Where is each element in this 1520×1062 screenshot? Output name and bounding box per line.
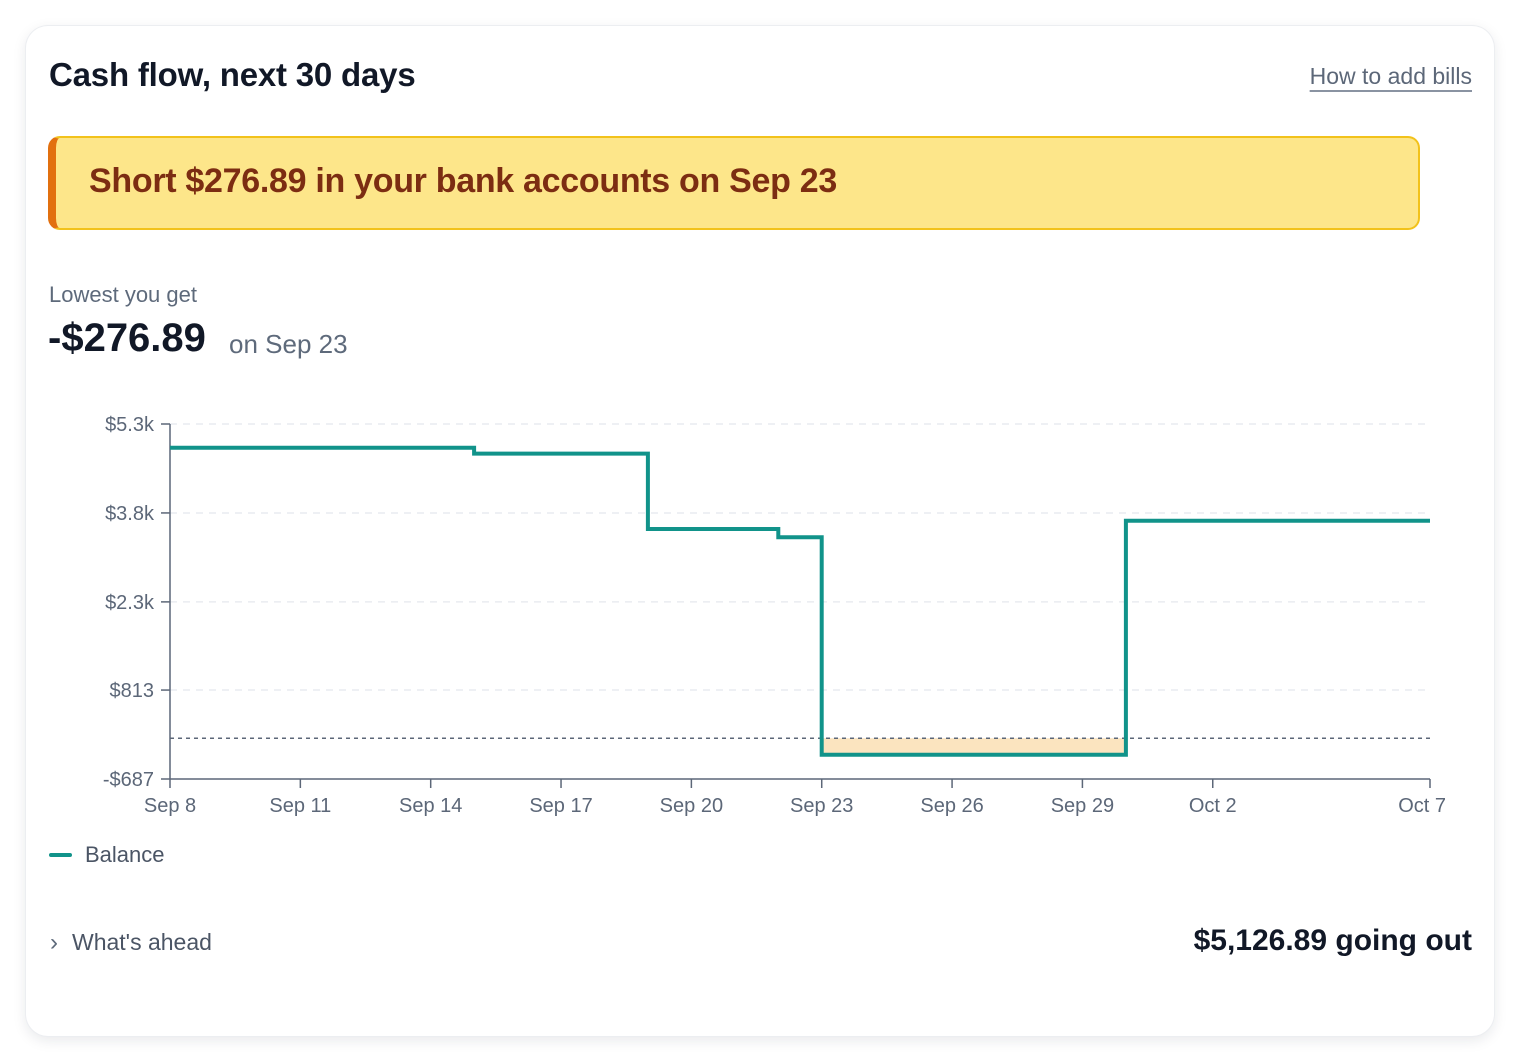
lowest-balance-value: -$276.89 [48,316,206,360]
card-title: Cash flow, next 30 days [49,56,416,93]
whats-ahead-toggle[interactable]: › What's ahead [50,929,212,956]
x-tick-label: Sep 11 [269,795,331,817]
y-tick-label: $2.3k [105,592,155,614]
x-tick-label: Sep 23 [790,795,853,817]
y-tick-label: $3.8k [105,503,155,525]
chevron-right-icon: › [50,928,58,956]
shortfall-alert: Short $276.89 in your bank accounts on S… [48,136,1420,230]
balance-chart: $5.3k $3.8k $2.3k $813 -$687 Sep 8 Sep 11 Sep 1… [103,414,1446,817]
shortfall-alert-text: Short $276.89 in your bank accounts on S… [89,162,837,200]
lowest-balance-date: on Sep 23 [229,329,348,359]
chart-legend: Balance [49,842,165,868]
y-tick-label: -$687 [103,769,154,791]
x-tick-label: Sep 14 [399,795,462,817]
y-tick-label: $813 [110,680,155,702]
whats-ahead-label: What's ahead [72,929,212,955]
lowest-balance-label: Lowest you get [49,282,197,307]
shortfall-area [821,738,1126,755]
y-tick-label: $5.3k [105,414,155,436]
x-tick-label: Sep 17 [529,795,592,817]
x-tick-label: Sep 26 [920,795,983,817]
balance-line [170,445,1430,757]
x-tick-label: Sep 8 [144,795,196,817]
legend-label-balance: Balance [85,842,165,867]
x-tick-label: Sep 29 [1051,795,1114,817]
going-out-total: $5,126.89 going out [1193,924,1472,957]
x-tick-label: Oct 2 [1189,795,1237,817]
legend-swatch-balance [49,853,72,857]
x-tick-label: Oct 7 [1398,795,1446,817]
how-to-add-bills-link[interactable]: How to add bills [1309,63,1472,89]
x-tick-label: Sep 20 [660,795,723,817]
